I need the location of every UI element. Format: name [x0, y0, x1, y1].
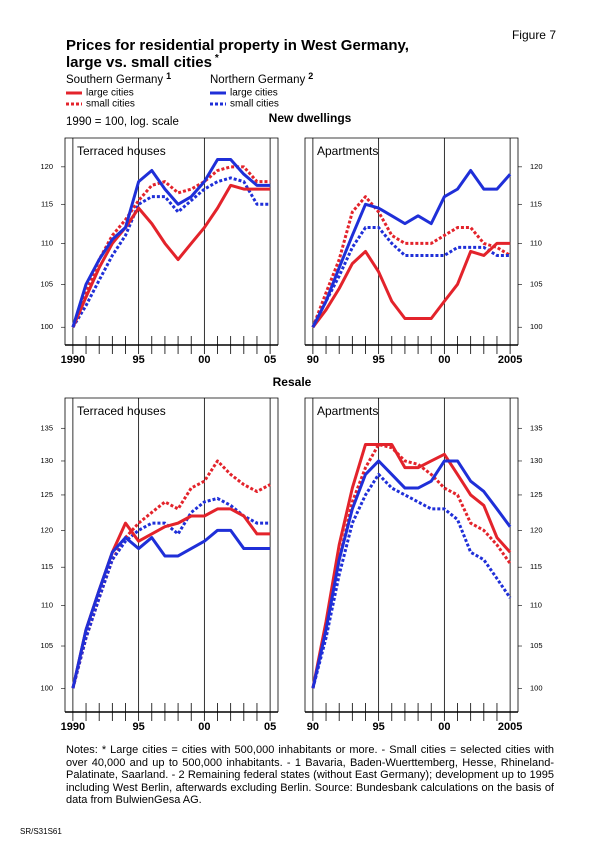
- legend-title: Southern Germany 1: [66, 71, 171, 86]
- x-tick-label: 00: [438, 721, 450, 733]
- series-line: [311, 169, 512, 328]
- y-tick-label: 100: [40, 683, 53, 692]
- legend-title-note: 2: [308, 71, 313, 81]
- title-line: Prices for residential property in West …: [66, 37, 409, 54]
- panel-title: Terraced houses: [77, 404, 166, 418]
- x-tick-label: 2005: [498, 721, 522, 733]
- y-tick-label: 100: [530, 683, 543, 692]
- x-tick-label: 90: [307, 354, 319, 366]
- x-tick-label: 00: [198, 354, 210, 366]
- y-tick-label: 135: [40, 423, 53, 432]
- legend-title-text: Northern Germany: [210, 74, 305, 86]
- y-tick-label: 100: [40, 322, 53, 331]
- y-tick-label: 115: [530, 199, 542, 208]
- y-tick-label: 135: [530, 423, 543, 432]
- series-line: [311, 472, 512, 689]
- notes: Notes: * Large cities = cities with 500,…: [66, 744, 554, 806]
- panel-title: Terraced houses: [77, 144, 166, 158]
- x-tick-label: 90: [307, 721, 319, 733]
- title-text: large vs. small cities: [66, 54, 212, 71]
- y-tick-label: 125: [40, 490, 53, 499]
- series-line: [71, 165, 271, 328]
- legend-title: Northern Germany 2: [210, 71, 313, 86]
- x-tick-label: 2005: [498, 354, 522, 366]
- y-tick-label: 110: [41, 238, 53, 247]
- x-tick-label: 1990: [61, 354, 85, 366]
- panel-title: Apartments: [317, 404, 378, 418]
- x-tick-label: 1990: [61, 721, 85, 733]
- panel-frame: [304, 137, 519, 345]
- x-tick-label: 00: [198, 721, 210, 733]
- series-line: [311, 241, 511, 329]
- y-tick-label: 115: [41, 199, 53, 208]
- scale-note: 1990 = 100, log. scale: [66, 116, 179, 128]
- y-tick-label: 110: [530, 238, 542, 247]
- y-tick-label: 120: [40, 162, 53, 171]
- y-tick-label: 100: [530, 322, 543, 331]
- y-tick-label: 105: [40, 279, 53, 288]
- panel-title: Apartments: [317, 144, 378, 158]
- y-tick-label: 115: [41, 562, 53, 571]
- series-line: [71, 459, 271, 689]
- series-line: [311, 442, 512, 689]
- y-tick-label: 110: [530, 601, 542, 610]
- panel-frame: [64, 137, 279, 345]
- y-tick-label: 105: [530, 641, 543, 650]
- title-line: large vs. small cities *: [66, 53, 219, 71]
- section-title: Resale: [273, 375, 312, 389]
- y-tick-label: 110: [41, 601, 53, 610]
- y-tick-label: 125: [530, 490, 543, 499]
- y-tick-label: 120: [530, 162, 543, 171]
- panel-frame: [64, 397, 279, 712]
- section-title: New dwellings: [269, 111, 352, 125]
- series-line: [311, 195, 511, 328]
- legend-label: small cities: [230, 99, 279, 110]
- legend-title-note: 1: [166, 71, 171, 81]
- series-line: [71, 158, 271, 328]
- x-tick-label: 95: [373, 354, 385, 366]
- series-line: [71, 496, 271, 689]
- x-tick-label: 05: [264, 354, 276, 366]
- series-line: [71, 176, 271, 329]
- y-tick-label: 120: [530, 525, 543, 534]
- x-tick-label: 95: [133, 354, 145, 366]
- legend-title-text: Southern Germany: [66, 74, 163, 86]
- series-line: [71, 507, 271, 689]
- code: SR/S31S61: [20, 827, 62, 836]
- series-line: [71, 183, 271, 328]
- x-tick-label: 95: [373, 721, 385, 733]
- panel-frame: [304, 397, 519, 712]
- series-line: [311, 226, 511, 328]
- legend-label: large cities: [86, 88, 134, 99]
- series-line: [311, 459, 512, 689]
- y-tick-label: 105: [40, 641, 53, 650]
- y-tick-label: 105: [530, 279, 543, 288]
- figure-label: Figure 7: [512, 28, 556, 42]
- y-tick-label: 130: [40, 456, 53, 465]
- x-tick-label: 95: [133, 721, 145, 733]
- y-tick-label: 120: [40, 525, 53, 534]
- legend-label: large cities: [230, 88, 278, 99]
- y-tick-label: 130: [530, 456, 543, 465]
- series-line: [71, 528, 271, 689]
- y-tick-label: 115: [530, 562, 542, 571]
- x-tick-label: 00: [438, 354, 450, 366]
- x-tick-label: 05: [264, 721, 276, 733]
- legend-label: small cities: [86, 99, 135, 110]
- title-note: *: [215, 53, 219, 64]
